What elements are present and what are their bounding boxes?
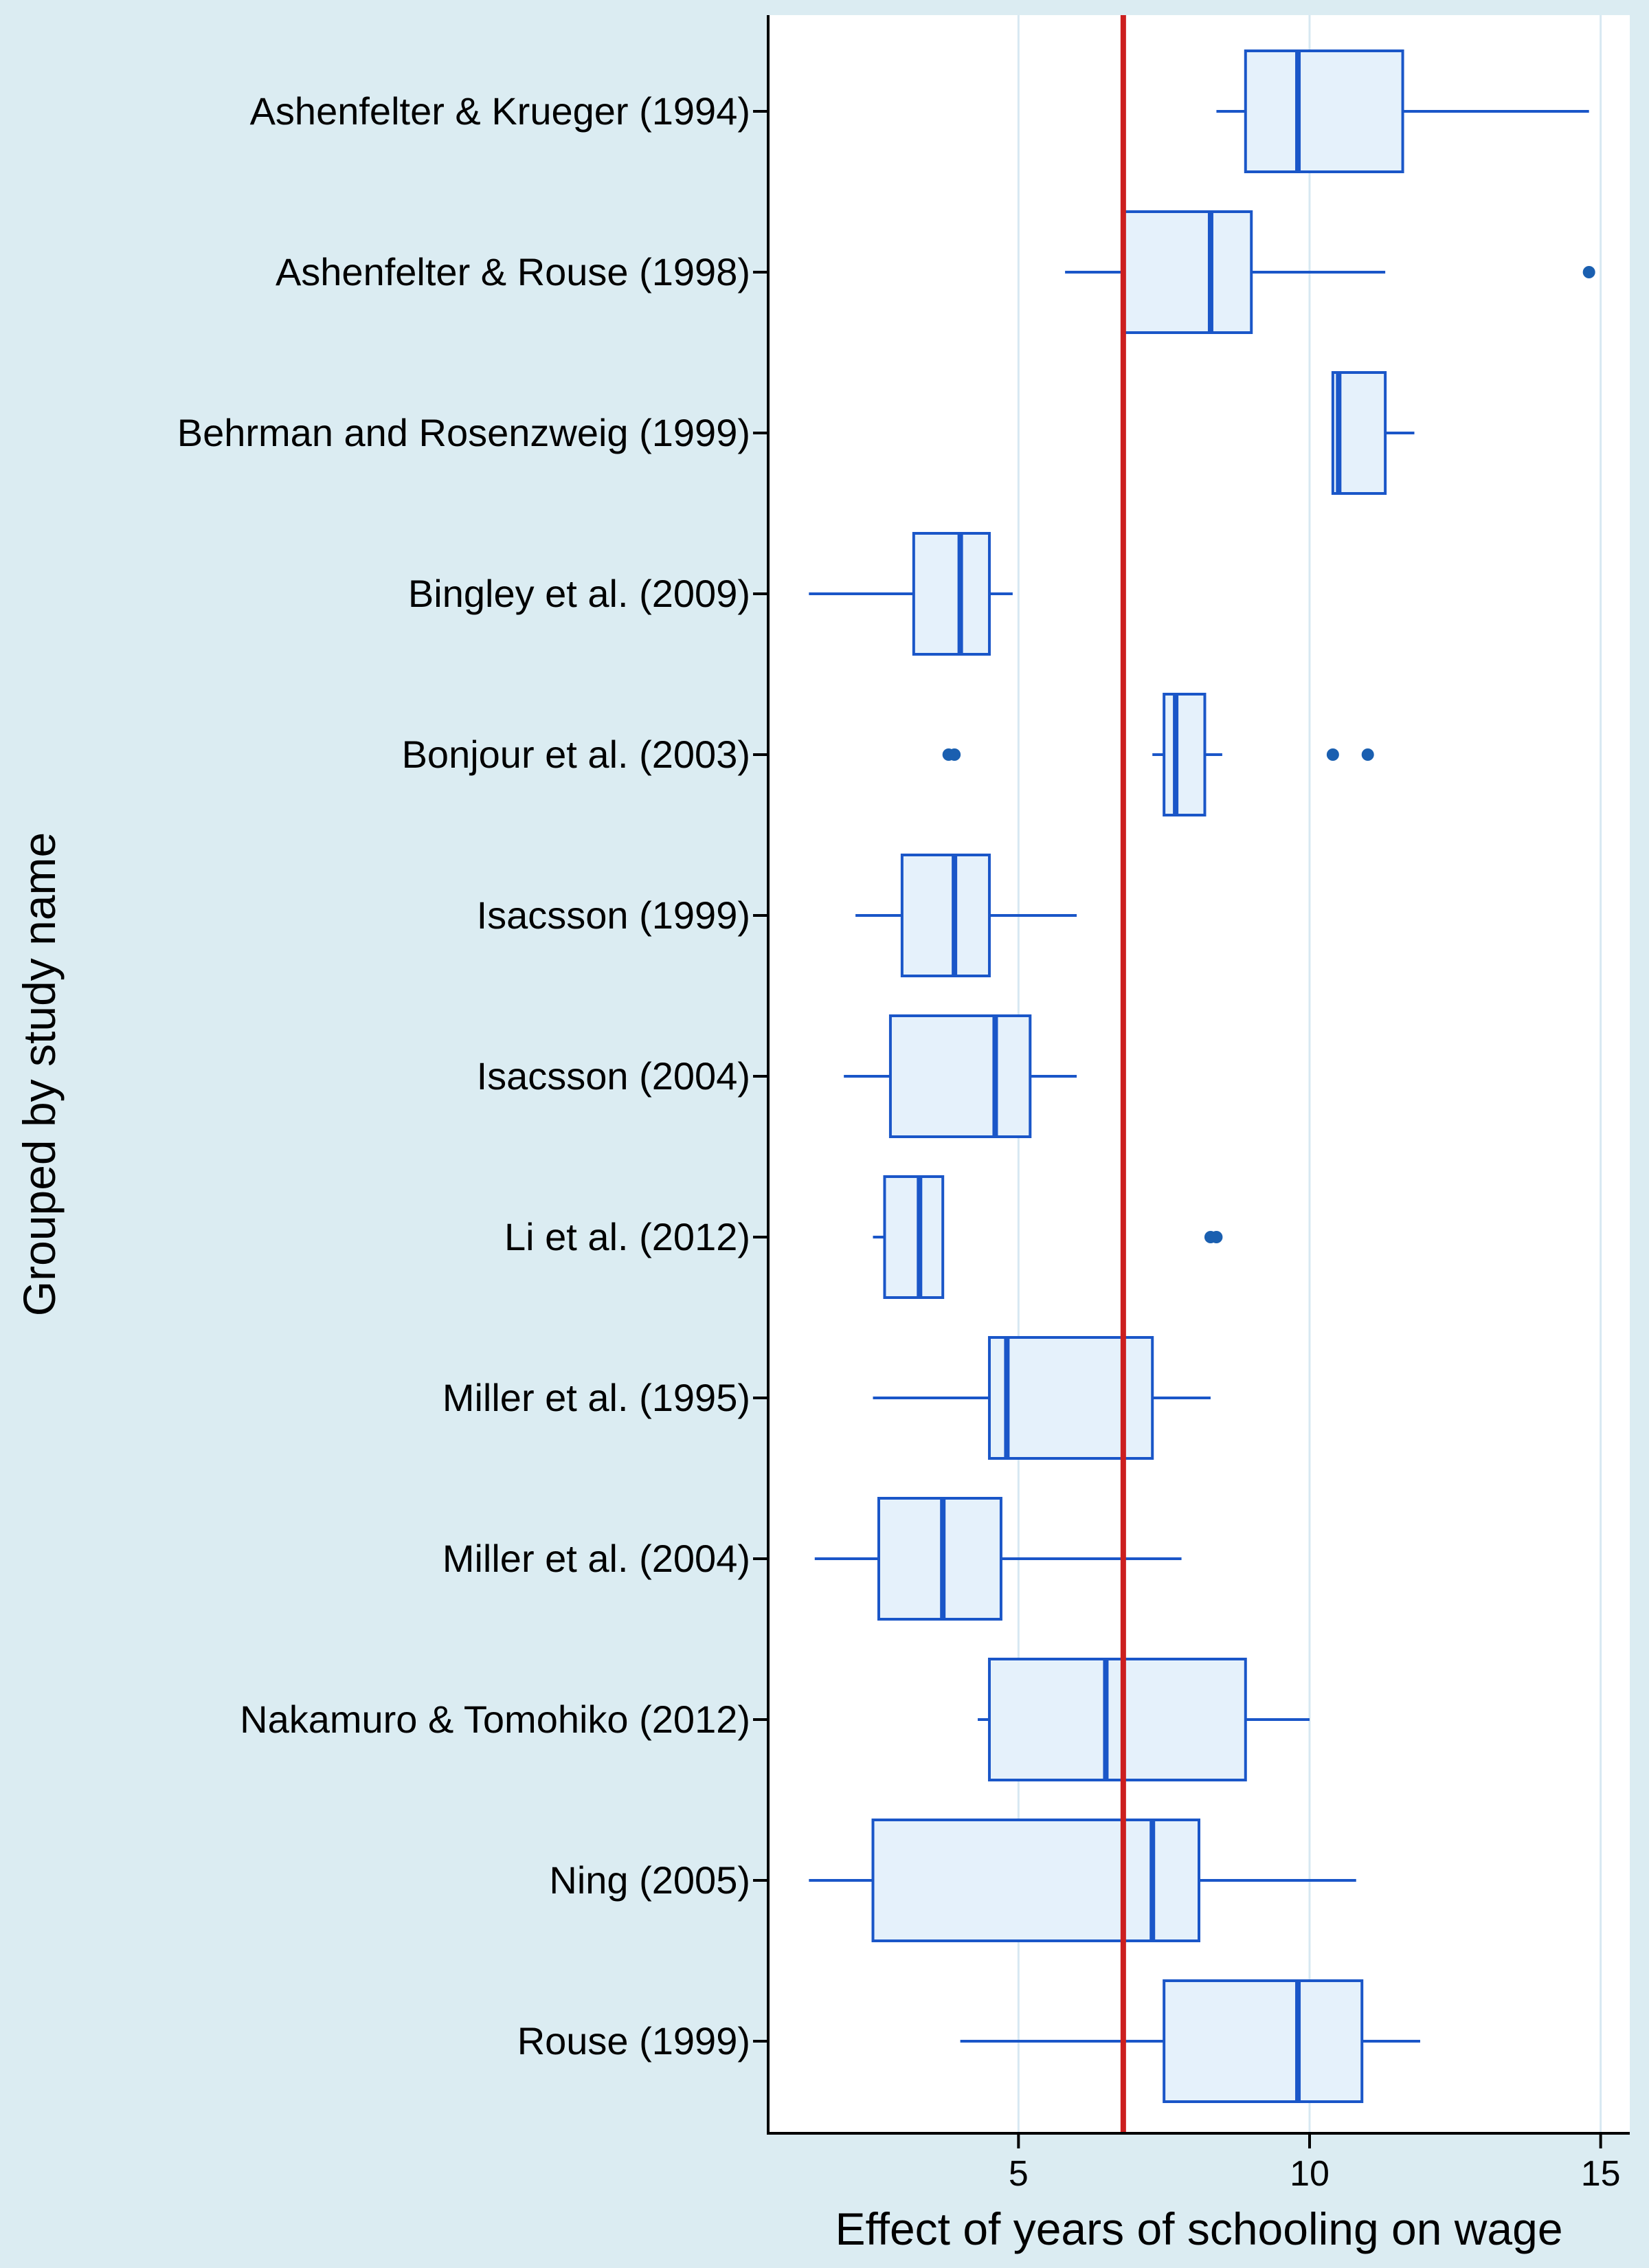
- box-group-rouse-1999: [960, 1979, 1420, 2103]
- category-label-ashenfelter-krueger-1994: Ashenfelter & Krueger (1994): [250, 89, 750, 133]
- x-tick-label-15: 15: [1581, 2154, 1621, 2194]
- iqr-box: [871, 1819, 1201, 1942]
- box-group-ashenfelter-rouse-1998: [1065, 210, 1595, 334]
- category-label-miller-et-al-2004: Miller et al. (2004): [442, 1537, 750, 1580]
- box-group-isacsson-2004: [844, 1014, 1077, 1138]
- iqr-box: [877, 1497, 1002, 1621]
- box-group-nakamuro-tomohiko-2012: [978, 1658, 1310, 1781]
- x-tick-label-5: 5: [1009, 2154, 1029, 2194]
- iqr-box: [1244, 49, 1404, 173]
- category-label-ashenfelter-rouse-1998: Ashenfelter & Rouse (1998): [276, 250, 750, 293]
- outlier-point-2: [1210, 1231, 1223, 1243]
- iqr-box: [1121, 210, 1253, 334]
- category-label-bingley-et-al-2009: Bingley et al. (2009): [408, 572, 750, 615]
- box-group-miller-et-al-2004: [814, 1497, 1182, 1621]
- box-group-li-et-al-2012: [873, 1175, 1223, 1299]
- iqr-box: [912, 532, 991, 656]
- x-axis-title: Effect of years of schooling on wage: [835, 2203, 1562, 2254]
- iqr-box: [888, 1014, 1032, 1138]
- iqr-box: [987, 1658, 1247, 1781]
- iqr-box: [1163, 1979, 1364, 2103]
- outlier-point-3: [1326, 748, 1339, 761]
- outlier-point-1: [1582, 266, 1595, 278]
- box-group-isacsson-1999: [855, 854, 1077, 977]
- box-group-ning-2005: [809, 1819, 1356, 1942]
- category-label-nakamuro-tomohiko-2012: Nakamuro & Tomohiko (2012): [240, 1698, 750, 1741]
- category-label-behrman-and-rosenzweig-1999: Behrman and Rosenzweig (1999): [177, 411, 750, 454]
- axis-layer: 5 10 15: [767, 15, 1630, 2194]
- iqr-box: [1163, 693, 1207, 816]
- box-group-bingley-et-al-2009: [809, 532, 1013, 656]
- category-label-isacsson-2004: Isacsson (2004): [477, 1054, 750, 1098]
- iqr-box: [1331, 371, 1387, 495]
- box-group-ashenfelter-krueger-1994: [1216, 49, 1589, 173]
- label-layer: Ashenfelter & Krueger (1994) Ashenfelter …: [177, 89, 768, 2063]
- iqr-box: [900, 854, 991, 977]
- category-label-isacsson-1999: Isacsson (1999): [477, 893, 750, 937]
- outlier-point-2: [948, 748, 961, 761]
- category-label-ning-2005: Ning (2005): [549, 1858, 750, 1902]
- category-label-miller-et-al-1995: Miller et al. (1995): [442, 1376, 750, 1419]
- y-axis-title: Grouped by study name: [14, 832, 65, 1316]
- category-label-li-et-al-2012: Li et al. (2012): [504, 1215, 750, 1258]
- x-tick-label-10: 10: [1290, 2154, 1330, 2194]
- outlier-point-4: [1361, 748, 1374, 761]
- box-group-bonjour-et-al-2003: [942, 693, 1374, 816]
- iqr-box: [883, 1175, 945, 1299]
- box-group-behrman-and-rosenzweig-1999: [1331, 371, 1415, 495]
- category-label-bonjour-et-al-2003: Bonjour et al. (2003): [402, 733, 750, 776]
- iqr-box: [987, 1336, 1154, 1460]
- box-layer: [809, 49, 1595, 2103]
- category-label-rouse-1999: Rouse (1999): [517, 2019, 750, 2063]
